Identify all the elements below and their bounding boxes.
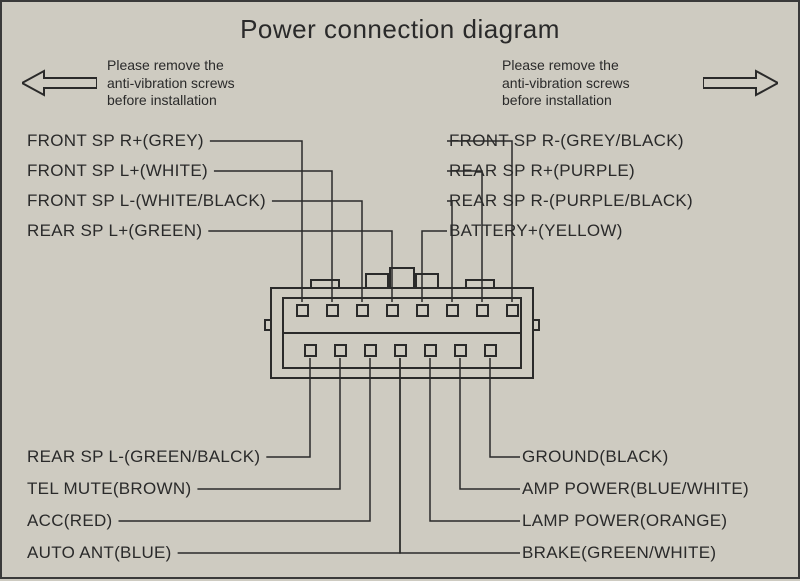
label-bot-left-0: REAR SP L-(GREEN/BALCK) <box>27 447 260 467</box>
note-left: Please remove theanti-vibration screwsbe… <box>107 57 235 110</box>
pin-bot-1 <box>304 344 317 357</box>
pin-top-1 <box>296 304 309 317</box>
diagram-title: Power connection diagram <box>2 14 798 45</box>
connector-body <box>270 267 534 379</box>
pin-bot-6 <box>454 344 467 357</box>
label-bot-right-3: BRAKE(GREEN/WHITE) <box>522 543 716 563</box>
note-right: Please remove theanti-vibration screwsbe… <box>502 57 630 110</box>
pin-top-3 <box>356 304 369 317</box>
pin-bot-3 <box>364 344 377 357</box>
pin-top-7 <box>476 304 489 317</box>
label-top-right-1: REAR SP R+(PURPLE) <box>449 161 635 181</box>
pin-top-4 <box>386 304 399 317</box>
pin-top-5 <box>416 304 429 317</box>
arrow-right-icon <box>703 68 778 98</box>
pin-top-6 <box>446 304 459 317</box>
pin-top-2 <box>326 304 339 317</box>
label-top-left-3: REAR SP L+(GREEN) <box>27 221 202 241</box>
label-top-left-0: FRONT SP R+(GREY) <box>27 131 204 151</box>
label-top-right-3: BATTERY+(YELLOW) <box>449 221 623 241</box>
label-bot-left-1: TEL MUTE(BROWN) <box>27 479 191 499</box>
label-top-left-1: FRONT SP L+(WHITE) <box>27 161 208 181</box>
label-bot-right-0: GROUND(BLACK) <box>522 447 669 467</box>
label-bot-right-2: LAMP POWER(ORANGE) <box>522 511 727 531</box>
arrow-left-icon <box>22 68 97 98</box>
label-bot-left-3: AUTO ANT(BLUE) <box>27 543 172 563</box>
pin-bot-2 <box>334 344 347 357</box>
pin-bot-4 <box>394 344 407 357</box>
label-top-left-2: FRONT SP L-(WHITE/BLACK) <box>27 191 266 211</box>
label-bot-right-1: AMP POWER(BLUE/WHITE) <box>522 479 749 499</box>
label-top-right-2: REAR SP R-(PURPLE/BLACK) <box>449 191 693 211</box>
pin-bot-5 <box>424 344 437 357</box>
pin-top-8 <box>506 304 519 317</box>
label-top-right-0: FRONT SP R-(GREY/BLACK) <box>449 131 684 151</box>
label-bot-left-2: ACC(RED) <box>27 511 113 531</box>
pin-bot-7 <box>484 344 497 357</box>
